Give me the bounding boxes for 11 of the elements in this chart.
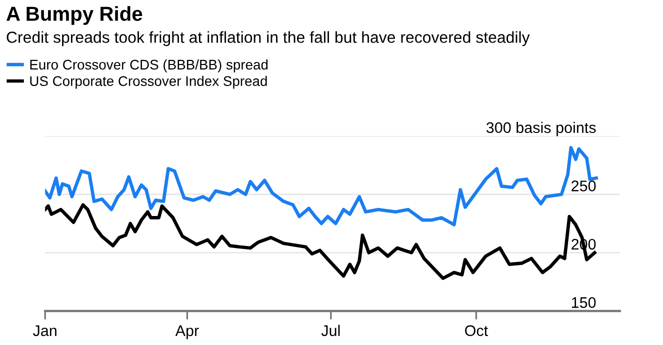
x-tick-label: Apr bbox=[175, 325, 199, 340]
legend-label: US Corporate Crossover Index Spread bbox=[30, 76, 267, 89]
x-tick-label: Jan bbox=[33, 325, 56, 336]
y-tick-label: 250 bbox=[572, 180, 596, 192]
y-tick-label: 150 bbox=[572, 297, 596, 308]
y-tick-label: 300 basis points bbox=[486, 122, 596, 136]
x-tick-label: Oct bbox=[465, 325, 488, 336]
legend-label: Euro Crossover CDS (BBB/BB) spread bbox=[30, 59, 268, 72]
chart-title: A Bumpy Ride bbox=[6, 6, 142, 25]
chart-subtitle: Credit spreads took fright at inflation in the fall but have recovered steadily bbox=[6, 31, 530, 46]
x-tick-label: Jul bbox=[321, 324, 340, 336]
